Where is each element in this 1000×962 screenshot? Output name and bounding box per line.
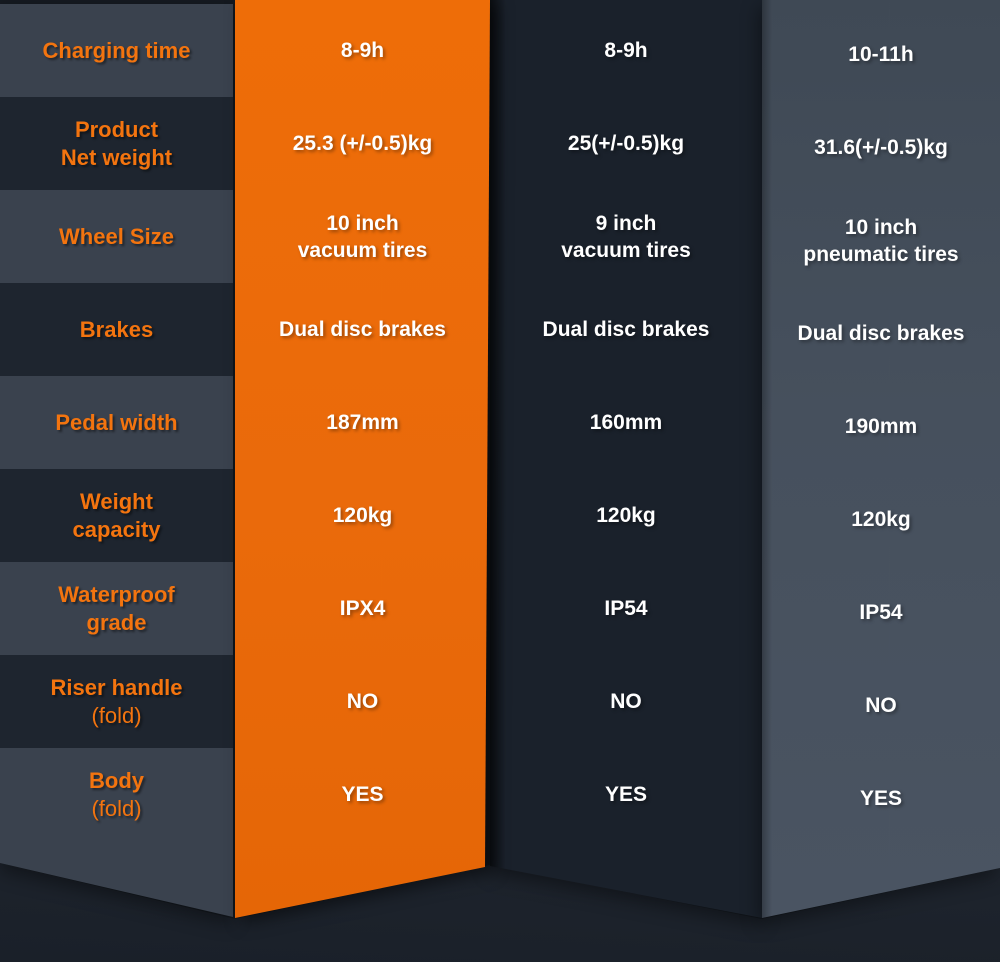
cell-value-line2: vacuum tires xyxy=(561,238,691,262)
product-column-2: 8-9h 25(+/-0.5)kg 9 inch vacuum tires Du… xyxy=(490,0,762,918)
cell-value: YES xyxy=(341,783,384,806)
cell-body-fold: YES xyxy=(490,748,762,841)
spec-row-pedal-width: Pedal width xyxy=(0,376,233,469)
cell-body-fold: YES xyxy=(762,752,1000,845)
spec-label: Brakes xyxy=(79,316,154,342)
product-column-3-wrap: 10-11h 31.6(+/-0.5)kg 10 inch pneumatic … xyxy=(762,0,1000,920)
cell-value: 10-11h xyxy=(848,43,914,66)
spec-row-body-fold: Body (fold) xyxy=(0,748,233,841)
cell-wheel-size: 9 inch vacuum tires xyxy=(490,190,762,283)
cell-value: 190mm xyxy=(844,415,918,438)
cell-wheel-size: 10 inch vacuum tires xyxy=(235,190,490,283)
cell-waterproof-grade: IPX4 xyxy=(235,562,490,655)
spec-label-line2: capacity xyxy=(72,516,161,542)
cell-value: NO xyxy=(346,690,379,713)
spec-row-riser-handle-fold: Riser handle (fold) xyxy=(0,655,233,748)
spec-label: Product xyxy=(74,116,159,142)
spec-label-column-wrap: Charging time Product Net weight Wheel S… xyxy=(0,4,233,962)
cell-waterproof-grade: IP54 xyxy=(490,562,762,655)
cell-weight-capacity: 120kg xyxy=(235,469,490,562)
product-column-2-cells: 8-9h 25(+/-0.5)kg 9 inch vacuum tires Du… xyxy=(490,0,762,841)
cell-value: IP54 xyxy=(859,601,903,624)
cell-value: YES xyxy=(859,787,903,810)
product-column-3-cells: 10-11h 31.6(+/-0.5)kg 10 inch pneumatic … xyxy=(762,0,1000,845)
cell-value: 160mm xyxy=(589,411,663,434)
spec-label: Weight xyxy=(80,488,153,514)
cell-waterproof-grade: IP54 xyxy=(762,566,1000,659)
cell-value: 120kg xyxy=(332,504,393,527)
spec-row-weight-capacity: Weight capacity xyxy=(0,469,233,562)
cell-charging-time: 10-11h xyxy=(762,8,1000,101)
spec-label-column: Charging time Product Net weight Wheel S… xyxy=(0,4,233,917)
cell-value: 120kg xyxy=(851,508,911,531)
cell-pedal-width: 187mm xyxy=(235,376,490,469)
spec-label: Body xyxy=(89,767,144,793)
cell-charging-time: 8-9h xyxy=(490,4,762,97)
cell-value: YES xyxy=(604,783,648,806)
spec-label: Waterproof xyxy=(58,581,175,607)
cell-value: NO xyxy=(610,690,642,713)
cell-value: 120kg xyxy=(596,504,656,527)
cell-value: 25(+/-0.5)kg xyxy=(567,132,685,155)
cell-weight-capacity: 120kg xyxy=(762,473,1000,566)
cell-riser-handle-fold: NO xyxy=(762,659,1000,752)
cell-pedal-width: 160mm xyxy=(490,376,762,469)
cell-value: 10 inch xyxy=(326,211,399,235)
spec-row-waterproof-grade: Waterproof grade xyxy=(0,562,233,655)
cell-riser-handle-fold: NO xyxy=(490,655,762,748)
cell-net-weight: 31.6(+/-0.5)kg xyxy=(762,101,1000,194)
cell-value: Dual disc brakes xyxy=(542,318,710,341)
cell-brakes: Dual disc brakes xyxy=(235,283,490,376)
cell-value: 10 inch xyxy=(844,215,918,239)
spec-label-line2: grade xyxy=(86,609,147,635)
cell-value: 8-9h xyxy=(604,39,648,62)
spec-label: Charging time xyxy=(42,37,191,63)
spec-row-wheel-size: Wheel Size xyxy=(0,190,233,283)
spec-label-line2: (fold) xyxy=(91,795,142,821)
cell-body-fold: YES xyxy=(235,748,490,841)
product-column-2-wrap: 8-9h 25(+/-0.5)kg 9 inch vacuum tires Du… xyxy=(490,0,762,920)
cell-value-line2: vacuum tires xyxy=(297,238,428,262)
cell-brakes: Dual disc brakes xyxy=(490,283,762,376)
spec-label-line2: Net weight xyxy=(60,144,173,170)
spec-label: Riser handle xyxy=(50,674,183,700)
spec-row-net-weight: Product Net weight xyxy=(0,97,233,190)
cell-value: 31.6(+/-0.5)kg xyxy=(814,136,948,159)
cell-value: IP54 xyxy=(604,597,648,620)
product-column-1-highlighted: 8-9h 25.3 (+/-0.5)kg 10 inch vacuum tire… xyxy=(235,0,490,918)
cell-value-line2: pneumatic tires xyxy=(803,242,959,266)
cell-weight-capacity: 120kg xyxy=(490,469,762,562)
spec-label-line2: (fold) xyxy=(91,702,142,728)
product-column-3: 10-11h 31.6(+/-0.5)kg 10 inch pneumatic … xyxy=(762,0,1000,918)
cell-value: Dual disc brakes xyxy=(797,322,965,345)
cell-net-weight: 25.3 (+/-0.5)kg xyxy=(235,97,490,190)
spec-label: Pedal width xyxy=(55,409,178,435)
cell-value: IPX4 xyxy=(339,597,386,620)
cell-value: Dual disc brakes xyxy=(279,318,446,341)
cell-value: 187mm xyxy=(326,411,399,434)
cell-pedal-width: 190mm xyxy=(762,380,1000,473)
spec-row-charging-time: Charging time xyxy=(0,4,233,97)
cell-value: 25.3 (+/-0.5)kg xyxy=(292,132,433,155)
spec-label: Wheel Size xyxy=(59,223,174,249)
cell-brakes: Dual disc brakes xyxy=(762,287,1000,380)
cell-value: 8-9h xyxy=(340,39,385,62)
cell-net-weight: 25(+/-0.5)kg xyxy=(490,97,762,190)
cell-riser-handle-fold: NO xyxy=(235,655,490,748)
product-column-1-cells: 8-9h 25.3 (+/-0.5)kg 10 inch vacuum tire… xyxy=(235,0,490,841)
cell-value: 9 inch xyxy=(595,211,657,235)
product-column-1-wrap: 8-9h 25.3 (+/-0.5)kg 10 inch vacuum tire… xyxy=(235,0,490,920)
spec-row-brakes: Brakes xyxy=(0,283,233,376)
cell-charging-time: 8-9h xyxy=(235,4,490,97)
cell-value: NO xyxy=(865,694,897,717)
cell-wheel-size: 10 inch pneumatic tires xyxy=(762,194,1000,287)
